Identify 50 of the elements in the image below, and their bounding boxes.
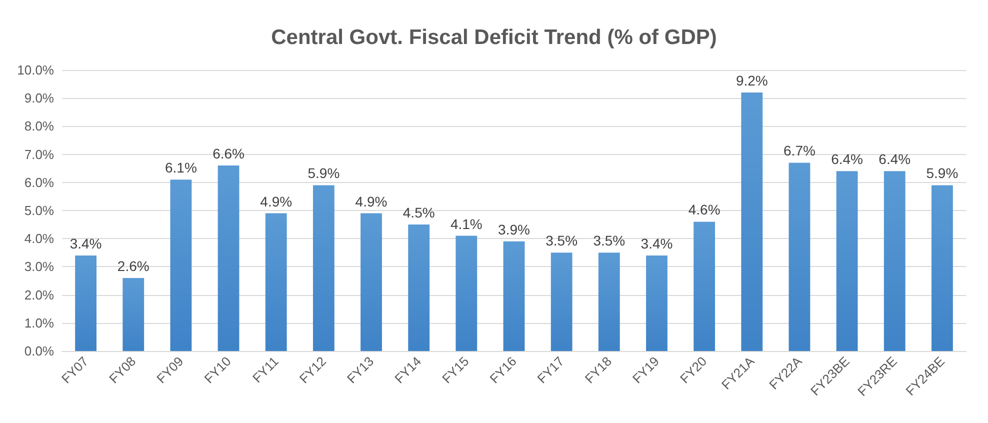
y-tick-label: 6.0% <box>24 174 54 190</box>
bar <box>550 252 572 351</box>
data-label: 6.1% <box>164 160 197 176</box>
bar <box>312 185 334 351</box>
y-tick-label: 2.0% <box>24 287 54 302</box>
bar <box>598 252 620 351</box>
data-label: 6.4% <box>878 151 911 168</box>
bar <box>694 222 716 351</box>
bar <box>75 255 96 351</box>
bar <box>836 171 858 351</box>
y-tick-label: 7.0% <box>24 146 54 162</box>
data-label: 3.5% <box>593 232 626 249</box>
bar <box>646 255 668 351</box>
y-tick-label: 8.0% <box>24 118 54 134</box>
bar <box>456 236 478 351</box>
data-label: 3.5% <box>546 232 578 249</box>
data-label: 9.2% <box>736 72 768 88</box>
bar <box>741 92 763 351</box>
bar <box>122 278 144 351</box>
data-label: 3.9% <box>498 221 530 238</box>
bar <box>265 213 287 351</box>
bar <box>932 185 953 351</box>
bar <box>884 171 906 351</box>
data-label: 3.4% <box>640 235 673 252</box>
data-label: 6.7% <box>784 142 816 159</box>
bar <box>408 224 430 351</box>
bar <box>788 162 810 351</box>
chart-title: Central Govt. Fiscal Deficit Trend (% of GDP) <box>271 26 717 49</box>
y-tick-label: 4.0% <box>24 231 54 246</box>
y-tick-label: 1.0% <box>24 315 54 330</box>
data-label: 5.9% <box>308 165 340 182</box>
bar <box>503 241 525 351</box>
bar <box>218 166 240 351</box>
bar <box>170 180 192 351</box>
y-tick-label: 3.0% <box>24 259 54 274</box>
data-label: 4.6% <box>688 202 720 218</box>
data-label: 6.4% <box>831 151 864 168</box>
y-tick-label: 9.0% <box>24 90 54 106</box>
y-tick-label: 10.0% <box>17 62 54 78</box>
y-tick-label: 0.0% <box>24 344 54 358</box>
data-label: 2.6% <box>117 258 150 274</box>
y-tick-label: 5.0% <box>24 203 54 218</box>
data-label: 4.5% <box>402 204 435 221</box>
data-label: 4.9% <box>260 193 292 210</box>
data-label: 3.4% <box>70 235 102 252</box>
bar <box>360 213 382 351</box>
data-label: 6.6% <box>212 146 244 162</box>
data-label: 4.1% <box>450 216 482 232</box>
data-label: 5.9% <box>926 165 958 182</box>
data-label: 4.9% <box>355 193 388 210</box>
